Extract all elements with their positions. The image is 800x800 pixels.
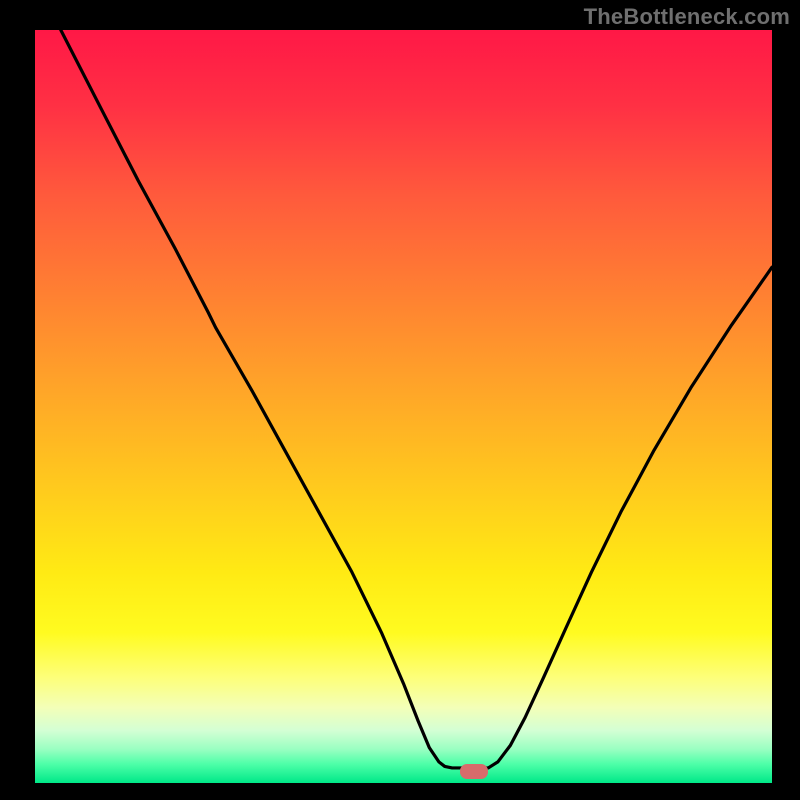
curve-path bbox=[61, 30, 772, 768]
minimum-marker bbox=[460, 764, 488, 779]
chart-frame: TheBottleneck.com bbox=[0, 0, 800, 800]
watermark-text: TheBottleneck.com bbox=[584, 4, 790, 30]
minimum-marker-pill bbox=[460, 764, 488, 779]
plot-area bbox=[35, 30, 772, 783]
bottleneck-curve bbox=[35, 30, 772, 783]
